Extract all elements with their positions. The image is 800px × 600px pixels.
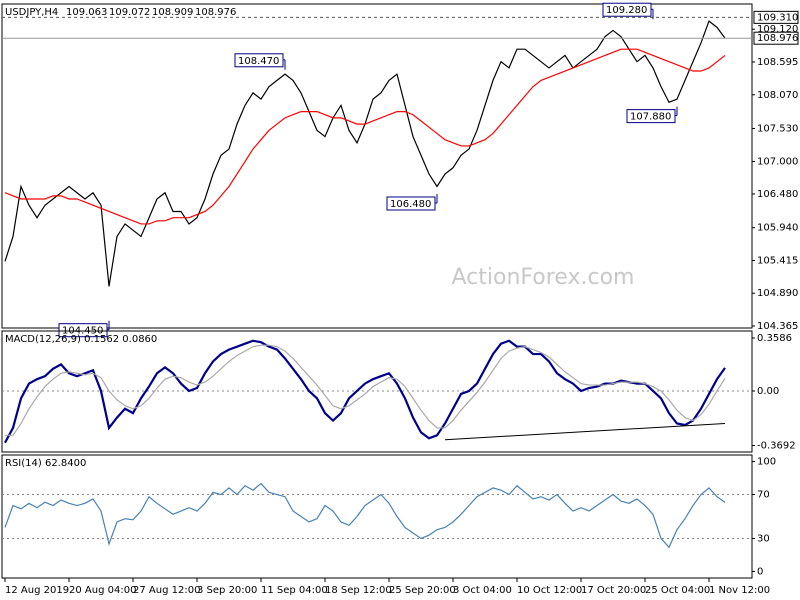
trendline bbox=[444, 422, 726, 441]
panel-frame bbox=[1, 330, 753, 453]
x-tick-label: 27 Aug 12:00 bbox=[133, 585, 200, 596]
panel-title: RSI(14) 62.8400 bbox=[5, 458, 86, 469]
y-tick-label: 0 bbox=[757, 566, 763, 577]
annotation-box bbox=[58, 323, 108, 338]
panel-title: MACD(12,26,9) 0.1562 0.0860 bbox=[5, 334, 157, 345]
series-line bbox=[4, 48, 726, 225]
watermark: ActionForex.com bbox=[452, 265, 635, 290]
high-level-box bbox=[753, 10, 799, 24]
y-tick-label: 105.415 bbox=[757, 255, 798, 266]
y-tick-label: 104.365 bbox=[757, 321, 798, 332]
y-tick-label: 0.3586 bbox=[757, 333, 792, 344]
y-tick-label: 108.595 bbox=[757, 57, 798, 68]
y-tick-label: 109.120 bbox=[757, 24, 798, 35]
series-line bbox=[4, 339, 726, 444]
price-box bbox=[753, 31, 799, 45]
y-tick-label: 30 bbox=[757, 533, 770, 544]
x-tick-label: 10 Oct 12:00 bbox=[517, 585, 582, 596]
x-tick-label: 3 Sep 20:00 bbox=[197, 585, 257, 596]
y-tick-label: 70 bbox=[757, 490, 770, 501]
y-tick-label: 104.890 bbox=[757, 288, 798, 299]
panel-title: USDJPY,H4 bbox=[5, 7, 58, 18]
ohlc-value: 108.909 bbox=[152, 7, 193, 18]
x-tick-label: 20 Aug 04:00 bbox=[69, 585, 136, 596]
annotation-label: 109.280 bbox=[606, 5, 647, 16]
y-tick-label: 107.530 bbox=[757, 123, 798, 134]
y-tick-label: 0.00 bbox=[757, 386, 779, 397]
x-tick-label: 17 Oct 20:00 bbox=[581, 585, 646, 596]
x-tick-label: 25 Oct 04:00 bbox=[645, 585, 710, 596]
annotation-box bbox=[626, 109, 676, 124]
panel-frame bbox=[1, 3, 753, 329]
high-level-label: 109.310 bbox=[757, 12, 798, 23]
annotation-label: 108.470 bbox=[238, 56, 279, 67]
x-tick-label: 12 Aug 2019 bbox=[5, 585, 69, 596]
ohlc-value: 109.072 bbox=[109, 7, 150, 18]
y-tick-label: 106.480 bbox=[757, 189, 798, 200]
x-tick-label: 1 Nov 12:00 bbox=[709, 585, 770, 596]
y-tick-label: 100 bbox=[757, 457, 776, 468]
annotation-box bbox=[234, 53, 284, 68]
y-tick-label: 108.070 bbox=[757, 90, 798, 101]
x-tick-label: 11 Sep 04:00 bbox=[261, 585, 328, 596]
annotation-box bbox=[602, 2, 652, 17]
ohlc-value: 108.976 bbox=[195, 7, 236, 18]
panel-frame bbox=[1, 454, 753, 579]
x-tick-label: 18 Sep 12:00 bbox=[325, 585, 392, 596]
price-label: 108.976 bbox=[757, 33, 798, 44]
y-tick-label: 107.000 bbox=[757, 157, 798, 168]
y-tick-label: -0.3692 bbox=[757, 441, 796, 452]
y-tick-label: 105.940 bbox=[757, 223, 798, 234]
annotation-label: 106.480 bbox=[390, 199, 431, 210]
annotation-label: 107.880 bbox=[630, 112, 671, 123]
ohlc-value: 109.063 bbox=[66, 7, 107, 18]
x-tick-label: 25 Sep 20:00 bbox=[389, 585, 456, 596]
annotation-box bbox=[386, 196, 436, 211]
x-tick-label: 3 Oct 04:00 bbox=[453, 585, 512, 596]
series-line bbox=[5, 344, 726, 436]
series-line bbox=[4, 482, 726, 549]
